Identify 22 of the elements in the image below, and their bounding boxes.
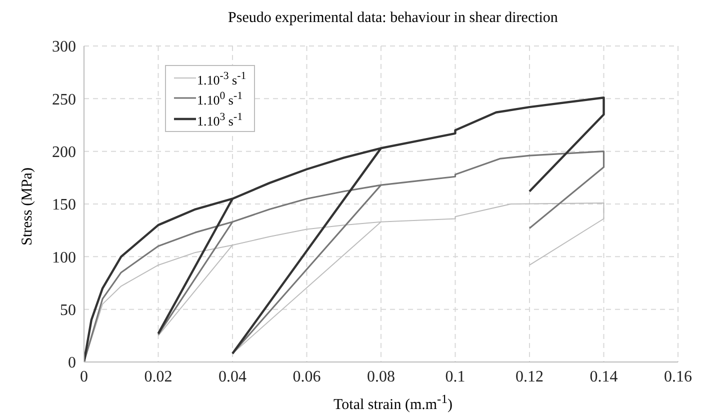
x-tick-label: 0.14	[590, 368, 618, 386]
y-tick-label: 150	[52, 196, 76, 214]
x-tick-label: 0.16	[664, 368, 692, 386]
y-tick-label: 250	[52, 91, 76, 108]
chart-title: Pseudo experimental data: behaviour in shear direction	[228, 10, 558, 26]
y-tick-label: 100	[52, 249, 76, 266]
x-tick-label: 0.06	[292, 368, 321, 386]
y-tick-label: 300	[52, 38, 76, 56]
x-tick-label: 0.1	[445, 368, 466, 386]
x-tick-label: 0.04	[218, 368, 246, 386]
legend-label: 1.10$^{-3}$ s$^{-1}$	[197, 69, 246, 88]
x-tick-label: 0.08	[367, 368, 395, 386]
y-tick-label: 200	[52, 144, 76, 162]
x-tick-label: 0.02	[144, 368, 172, 386]
y-tick-label: 0	[68, 354, 76, 372]
legend-label: 1.10$^{3}$ s$^{-1}$	[197, 110, 243, 129]
x-tick-label: 0	[80, 368, 88, 386]
x-axis-title: Total strain (m.m$^{-1}$)	[334, 392, 452, 413]
legend-label: 1.10$^{0}$ s$^{-1}$	[197, 89, 243, 109]
y-tick-label: 50	[60, 302, 76, 320]
y-axis-title: Stress (MPa)	[20, 168, 36, 246]
x-tick-label: 0.12	[516, 368, 544, 386]
